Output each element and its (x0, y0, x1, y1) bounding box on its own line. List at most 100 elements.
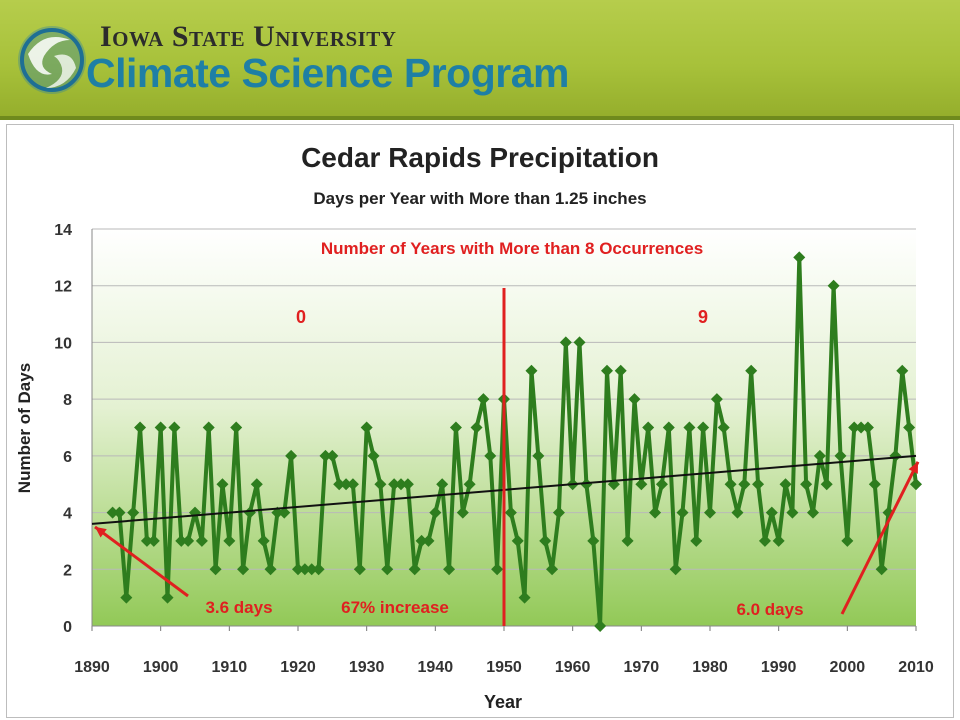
data-point (511, 534, 524, 547)
series-line (112, 255, 918, 628)
data-point (202, 421, 215, 434)
data-point (415, 534, 428, 547)
data-point (587, 534, 600, 547)
data-point (154, 421, 167, 434)
data-point (264, 563, 277, 576)
x-tick-label: 1910 (212, 659, 248, 676)
data-point (305, 563, 318, 576)
data-point (710, 393, 723, 406)
x-tick-label: 1940 (418, 659, 454, 676)
data-point (738, 478, 751, 491)
data-point (223, 534, 236, 547)
data-point (195, 534, 208, 547)
x-tick-label: 1890 (74, 659, 110, 676)
data-point (278, 506, 291, 519)
data-point (793, 251, 806, 264)
chart-subtitle: Days per Year with More than 1.25 inches (313, 189, 646, 208)
data-point (401, 478, 414, 491)
data-point (889, 449, 902, 462)
end-arrow (840, 461, 920, 615)
data-point (903, 421, 916, 434)
data-point (326, 449, 339, 462)
data-point (120, 591, 133, 604)
data-point (477, 393, 490, 406)
y-tick-label: 10 (54, 335, 72, 352)
data-point (106, 506, 119, 519)
x-tick-label: 1950 (486, 659, 522, 676)
data-point (429, 506, 442, 519)
y-axis-label: Number of Days (15, 363, 34, 493)
y-tick-label: 12 (54, 279, 72, 296)
data-point (436, 478, 449, 491)
data-point (697, 421, 710, 434)
data-point (216, 478, 229, 491)
data-point (676, 506, 689, 519)
data-point (772, 534, 785, 547)
annotation-left-count: 0 (296, 307, 306, 327)
data-point (113, 506, 126, 519)
x-tick-label: 2010 (898, 659, 934, 676)
x-tick-label: 1990 (761, 659, 797, 676)
data-point (868, 478, 881, 491)
data-point (353, 563, 366, 576)
data-point (614, 364, 627, 377)
x-tick-label: 1930 (349, 659, 385, 676)
data-point (683, 421, 696, 434)
data-point (655, 478, 668, 491)
program-name: Climate Science Program (86, 50, 569, 96)
data-point (724, 478, 737, 491)
start-arrow (94, 525, 189, 598)
data-point (395, 478, 407, 491)
data-point (765, 506, 778, 519)
data-point (896, 364, 909, 377)
data-point (504, 506, 517, 519)
data-point (388, 478, 401, 491)
data-point (669, 563, 682, 576)
data-point (779, 478, 792, 491)
data-point (662, 421, 675, 434)
data-point (374, 478, 387, 491)
data-point (848, 421, 861, 434)
y-tick-label: 8 (63, 392, 72, 409)
y-tick-label: 6 (63, 449, 72, 466)
data-point (910, 478, 922, 491)
y-tick-label: 4 (63, 506, 72, 523)
data-point (367, 449, 380, 462)
data-point (861, 421, 874, 434)
data-point (140, 534, 153, 547)
data-point (250, 478, 263, 491)
data-point (168, 421, 181, 434)
data-point (807, 506, 819, 519)
data-point (745, 364, 758, 377)
x-tick-label: 1970 (624, 659, 660, 676)
x-tick-label: 2000 (830, 659, 866, 676)
data-point (285, 449, 298, 462)
data-point (484, 449, 497, 462)
data-point (298, 563, 311, 576)
y-tick-label: 2 (63, 562, 72, 579)
data-point (800, 478, 813, 491)
data-point (704, 506, 716, 519)
data-point (834, 449, 847, 462)
data-point (518, 591, 531, 604)
data-point (532, 449, 545, 462)
data-point (182, 534, 195, 547)
data-point (346, 478, 359, 491)
data-point (855, 421, 868, 434)
data-point (758, 534, 771, 547)
data-point (594, 620, 607, 632)
data-point (443, 563, 456, 576)
data-point (319, 449, 332, 462)
data-point (717, 421, 730, 434)
annotation-end-value: 6.0 days (736, 600, 803, 619)
data-point (127, 506, 140, 519)
data-point (147, 534, 160, 547)
data-point (621, 534, 634, 547)
data-point (539, 534, 552, 547)
x-axis-label: Year (484, 692, 522, 712)
data-point (456, 506, 469, 519)
data-point (333, 478, 346, 491)
data-point (690, 534, 703, 547)
data-point (257, 534, 270, 547)
